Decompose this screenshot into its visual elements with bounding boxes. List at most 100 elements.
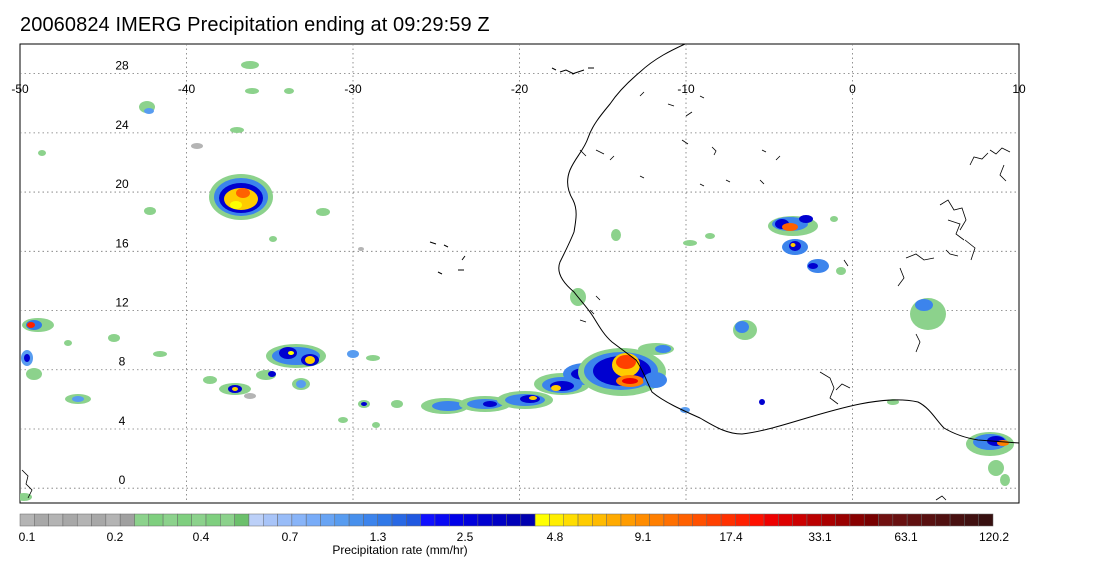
colorbar-swatch — [248, 513, 264, 527]
colorbar-swatch — [978, 513, 994, 527]
colorbar-swatch — [906, 513, 922, 527]
colorbar-swatch — [205, 513, 221, 527]
storm-cell-west — [209, 174, 273, 220]
colorbar-swatch — [520, 513, 536, 527]
graticule — [20, 44, 1019, 503]
colorbar-swatch — [577, 513, 593, 527]
colorbar-tick-label: 0.1 — [18, 530, 36, 544]
colorbar-swatch — [892, 513, 908, 527]
lon-tick-label: -30 — [344, 82, 362, 96]
colorbar-swatch — [763, 513, 779, 527]
colorbar-swatch — [749, 513, 765, 527]
edge-cells-west — [20, 318, 120, 501]
coastline-west-africa — [429, 44, 1019, 444]
colorbar-swatch — [921, 513, 937, 527]
colorbar-tick-label: 0.2 — [106, 530, 124, 544]
scattered-cells-west — [38, 61, 364, 251]
colorbar-swatch — [391, 513, 407, 527]
colorbar-swatch — [119, 513, 135, 527]
colorbar-swatch — [592, 513, 607, 527]
colorbar-tick-label: 33.1 — [808, 530, 832, 544]
colorbar-swatch — [177, 513, 192, 527]
colorbar-swatch — [735, 513, 750, 527]
colorbar-swatch — [506, 513, 522, 527]
colorbar-swatch — [363, 513, 378, 527]
colorbar-swatch — [76, 513, 92, 527]
colorbar-swatch — [263, 513, 278, 527]
colorbar-swatch — [792, 513, 808, 527]
colorbar-swatch — [849, 513, 865, 527]
colorbar-tick-label: 63.1 — [894, 530, 918, 544]
colorbar-swatch — [649, 513, 665, 527]
colorbar-swatch — [563, 513, 579, 527]
lon-tick-label: -40 — [178, 82, 196, 96]
colorbar-swatch — [491, 513, 507, 527]
colorbar-swatch — [964, 513, 979, 527]
colorbar-swatch — [234, 513, 250, 527]
colorbar-swatch — [162, 513, 178, 527]
lat-tick-label: 12 — [115, 296, 129, 310]
lat-tick-label: 24 — [115, 118, 129, 132]
storm-cell-guinea-coast — [570, 229, 690, 413]
colorbar-swatch — [348, 513, 364, 527]
colorbar-swatch — [878, 513, 894, 527]
colorbar-title: Precipitation rate (mm/hr) — [332, 543, 468, 557]
precipitation-layer — [20, 61, 1014, 501]
lat-tick-label: 8 — [119, 355, 126, 369]
colorbar-swatch — [549, 513, 564, 527]
colorbar-swatch — [305, 513, 321, 527]
colorbar-swatch — [406, 513, 421, 527]
lat-tick-label: 28 — [115, 59, 129, 73]
colorbar-swatch — [620, 513, 636, 527]
colorbar-swatch — [277, 513, 293, 527]
country-borders-sahel — [21, 91, 1011, 501]
longitude-tick-labels: -50 -40 -30 -20 -10 0 10 — [11, 82, 1026, 96]
colorbar-swatch — [663, 513, 679, 527]
lat-tick-label: 20 — [115, 177, 129, 191]
colorbar-swatch — [334, 513, 350, 527]
colorbar-swatch — [720, 513, 736, 527]
colorbar-swatch — [91, 513, 107, 527]
colorbar-swatch — [863, 513, 879, 527]
lon-tick-label: 0 — [849, 82, 856, 96]
latitude-tick-labels: 28 24 20 16 12 8 4 0 — [115, 59, 129, 488]
colorbar-tick-label: 1.3 — [369, 530, 387, 544]
lon-tick-label: -50 — [11, 82, 29, 96]
colorbar-swatch — [19, 513, 35, 527]
lat-tick-label: 16 — [115, 236, 129, 250]
colorbar-tick-label: 0.4 — [192, 530, 210, 544]
colorbar-swatch — [477, 513, 493, 527]
colorbar-swatch — [291, 513, 307, 527]
colorbar-tick-label: 17.4 — [719, 530, 743, 544]
colorbar-swatch — [62, 513, 78, 527]
lat-tick-label: 4 — [119, 414, 126, 428]
lat-tick-label: 0 — [119, 473, 126, 487]
colorbar-swatch — [692, 513, 708, 527]
colorbar — [19, 513, 994, 527]
colorbar-swatch — [935, 513, 951, 527]
colorbar-swatch — [320, 513, 336, 527]
colorbar-swatch — [105, 513, 121, 527]
colorbar-swatch — [220, 513, 235, 527]
lon-tick-label: 10 — [1012, 82, 1026, 96]
lon-tick-label: -10 — [677, 82, 695, 96]
colorbar-swatch — [449, 513, 464, 527]
colorbar-tick-label: 120.2 — [978, 530, 1010, 544]
colorbar-tick-label: 4.8 — [546, 530, 564, 544]
storm-cells-mid-atlantic — [153, 344, 403, 428]
colorbar-swatch — [821, 513, 836, 527]
colorbar-tick-label: 2.5 — [456, 530, 474, 544]
storm-cells-sahel — [683, 215, 946, 405]
colorbar-swatch — [949, 513, 965, 527]
colorbar-swatch — [706, 513, 722, 527]
page-title: 20060824 IMERG Precipitation ending at 0… — [20, 14, 490, 36]
colorbar-swatch — [635, 513, 650, 527]
colorbar-swatch — [677, 513, 693, 527]
colorbar-swatch — [377, 513, 393, 527]
colorbar-swatch — [191, 513, 207, 527]
colorbar-swatch — [48, 513, 64, 527]
colorbar-swatch — [606, 513, 622, 527]
colorbar-swatch — [806, 513, 822, 527]
colorbar-swatch — [835, 513, 851, 527]
